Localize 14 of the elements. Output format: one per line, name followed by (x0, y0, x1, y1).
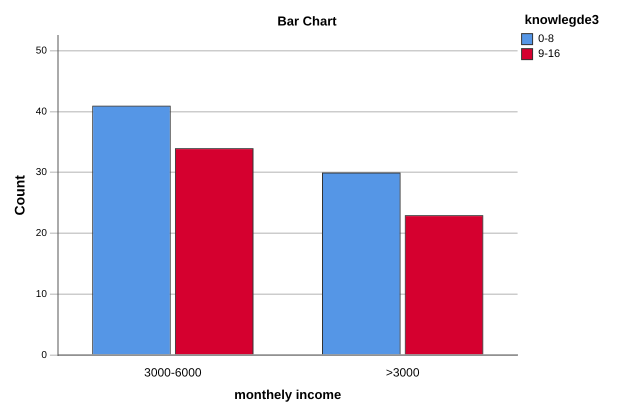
legend-label: 9-16 (538, 48, 560, 60)
legend-title: knowlegde3 (524, 12, 600, 28)
y-tick-label: 10 (36, 288, 48, 300)
y-tick-label: 20 (36, 228, 48, 240)
y-tick-label: 40 (36, 106, 48, 118)
legend-label: 0-8 (538, 33, 554, 46)
x-tick-label: >3000 (386, 366, 420, 380)
chart-title: Bar Chart (277, 13, 338, 28)
y-tick-label: 30 (36, 167, 48, 178)
y-axis-title: Count (11, 174, 28, 216)
y-tick-label: 50 (36, 46, 48, 57)
x-axis-title: monthely income (234, 386, 342, 402)
x-tick-label: 3000-6000 (144, 366, 202, 380)
y-tick-label: 0 (41, 350, 48, 361)
